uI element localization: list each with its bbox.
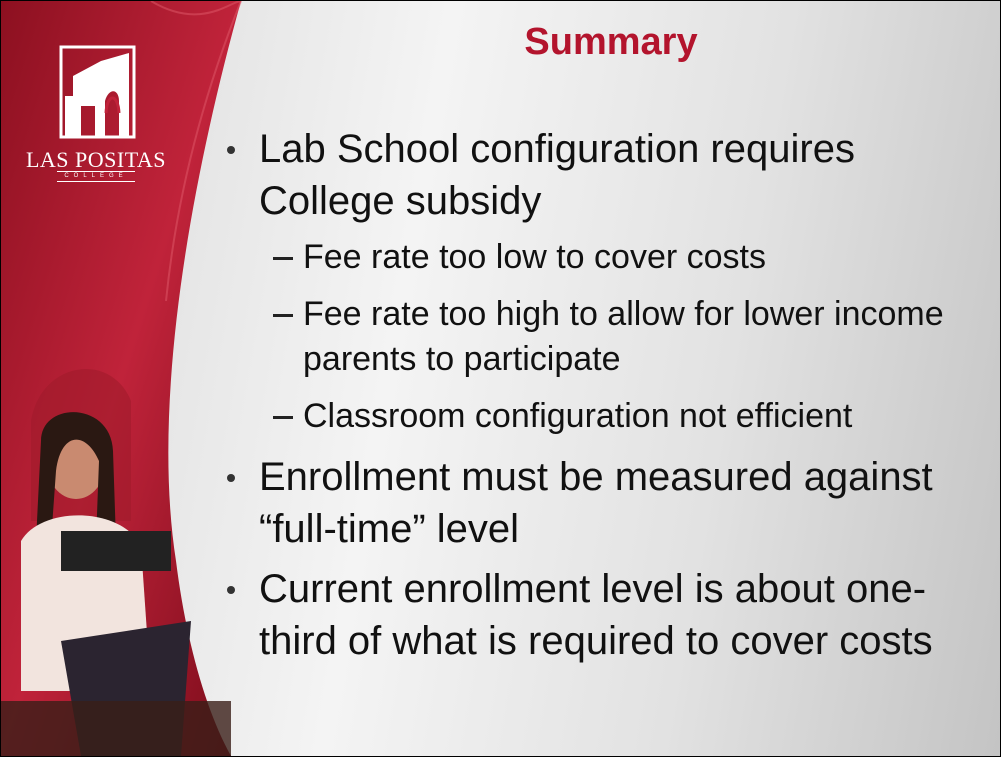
logo-subtitle: COLLEGE <box>57 171 135 182</box>
sub-bullet: Classroom configuration not efficient <box>303 394 974 439</box>
bullet: Current enrollment level is about one-th… <box>259 563 974 667</box>
slide: LAS POSITAS COLLEGE Summary Lab School c… <box>0 0 1001 757</box>
logo-name: LAS POSITAS <box>21 147 171 173</box>
sub-bullet: Fee rate too high to allow for lower inc… <box>303 292 974 382</box>
bullet-list: Lab School configuration requires Colleg… <box>259 123 974 675</box>
sub-bullet: Fee rate too low to cover costs <box>303 235 974 280</box>
bullet: Lab School configuration requires Colleg… <box>259 123 974 227</box>
bullet: Enrollment must be measured against “ful… <box>259 451 974 555</box>
slide-title: Summary <box>421 21 801 64</box>
